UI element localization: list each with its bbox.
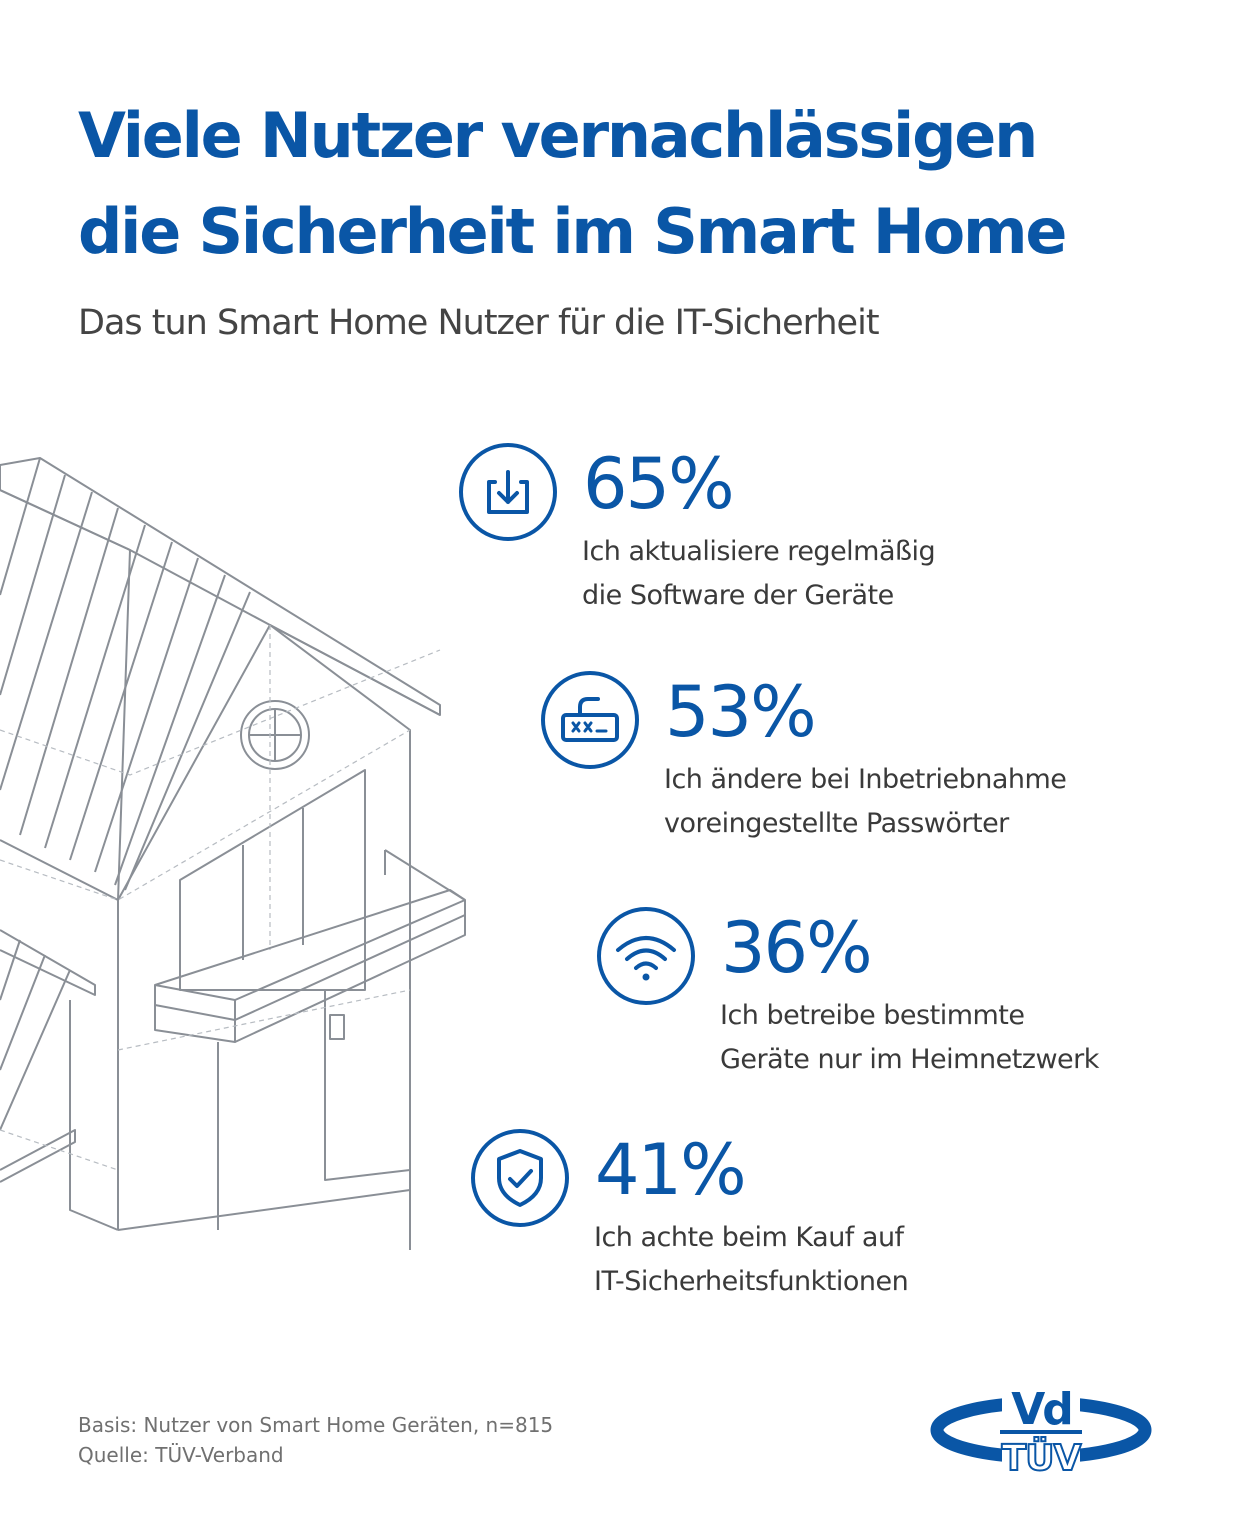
stat-value: 53% <box>665 671 817 753</box>
stat-label: Ich betreibe bestimmte Geräte nur im Hei… <box>720 994 1099 1082</box>
download-icon <box>459 443 557 541</box>
stat-label-line-2: Geräte nur im Heimnetzwerk <box>720 1044 1099 1075</box>
wifi-icon <box>597 907 695 1005</box>
svg-text:Vd: Vd <box>1011 1384 1071 1435</box>
footer-source: Quelle: TÜV-Verband <box>78 1443 284 1467</box>
vdtuev-logo: Vd TÜV <box>930 1384 1152 1480</box>
svg-text:TÜV: TÜV <box>1002 1437 1082 1479</box>
stat-value: 65% <box>583 443 735 525</box>
stat-label-line-1: Ich ändere bei Inbetriebnahme <box>664 764 1067 795</box>
stat-item-software-update: 65% Ich aktualisiere regelmäßig die Soft… <box>458 442 1018 642</box>
title-line-2: die Sicherheit im Smart Home <box>78 195 1067 268</box>
stat-label-line-1: Ich aktualisiere regelmäßig <box>582 536 936 567</box>
house-illustration <box>0 457 466 1250</box>
page-title: Viele Nutzer vernachlässigen die Sicherh… <box>78 88 1067 280</box>
page-subtitle: Das tun Smart Home Nutzer für die IT-Sic… <box>78 303 880 343</box>
stat-label-line-2: IT-Sicherheitsfunktionen <box>594 1266 909 1297</box>
stat-label: Ich ändere bei Inbetriebnahme voreingest… <box>664 758 1067 846</box>
stat-label: Ich achte beim Kauf auf IT-Sicherheitsfu… <box>594 1216 909 1304</box>
stat-value: 41% <box>595 1129 747 1211</box>
source-footer: Basis: Nutzer von Smart Home Geräten, n=… <box>78 1410 553 1470</box>
stat-label-line-1: Ich betreibe bestimmte <box>720 1000 1025 1031</box>
stat-label-line-2: voreingestellte Passwörter <box>664 808 1009 839</box>
stat-value: 36% <box>721 907 873 989</box>
stat-item-passwords: 53% Ich ändere bei Inbetriebnahme vorein… <box>540 670 1140 870</box>
footer-basis: Basis: Nutzer von Smart Home Geräten, n=… <box>78 1413 554 1437</box>
stat-item-security-features: 41% Ich achte beim Kauf auf IT-Sicherhei… <box>470 1128 1070 1328</box>
stat-label-line-2: die Software der Geräte <box>582 580 894 611</box>
shield-check-icon <box>471 1129 569 1227</box>
password-icon <box>541 671 639 769</box>
stat-item-home-network: 36% Ich betreibe bestimmte Geräte nur im… <box>596 906 1196 1106</box>
stat-label-line-1: Ich achte beim Kauf auf <box>594 1222 904 1253</box>
title-line-1: Viele Nutzer vernachlässigen <box>78 99 1038 172</box>
stat-label: Ich aktualisiere regelmäßig die Software… <box>582 530 936 618</box>
